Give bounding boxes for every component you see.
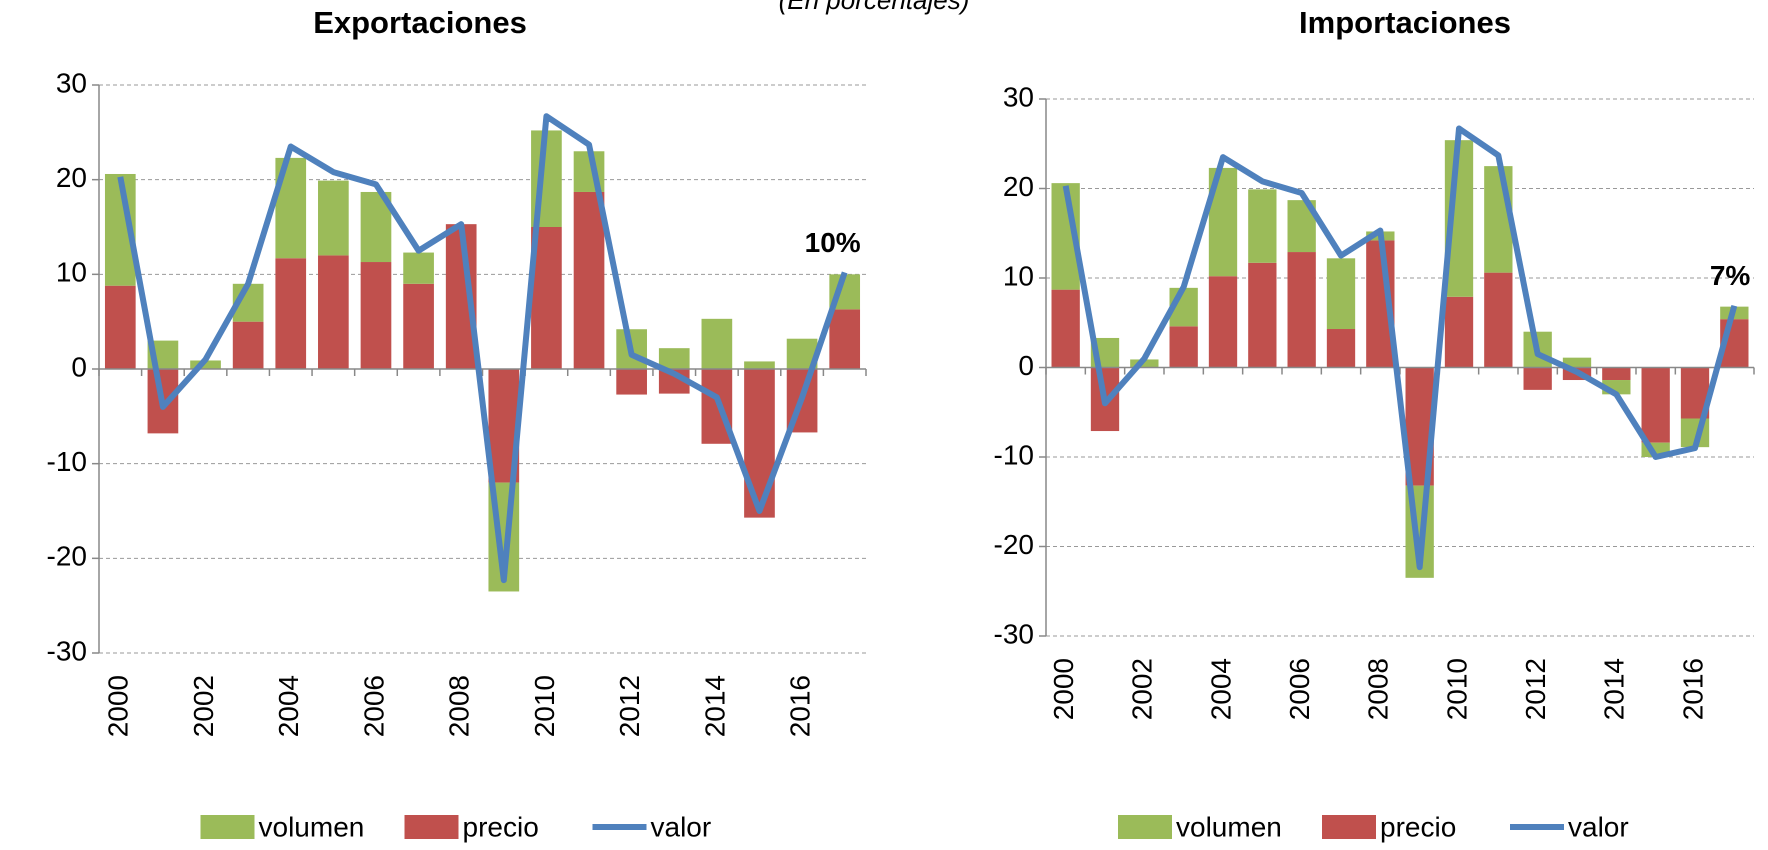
y-tick-label: 30: [56, 67, 87, 98]
bar: [1130, 359, 1159, 368]
legend-label: volumen: [1176, 811, 1282, 842]
x-tick-label: 2010: [1441, 658, 1472, 720]
x-tick-label: 2014: [699, 675, 730, 737]
bar: [403, 283, 434, 369]
legend-swatch: [200, 815, 255, 839]
y-tick-label: 20: [1003, 171, 1034, 202]
bar: [1208, 276, 1238, 368]
legend-label: volumen: [259, 811, 365, 842]
bar: [701, 318, 733, 369]
bar: [1484, 166, 1513, 273]
bar: [1169, 326, 1198, 368]
bar: [1602, 367, 1631, 381]
y-tick-label: -30: [47, 635, 87, 666]
annotation: 7%: [1710, 260, 1751, 291]
bar: [1051, 289, 1080, 368]
bar: [744, 369, 775, 518]
x-tick-label: 2012: [1520, 658, 1551, 720]
x-tick-label: 2002: [188, 675, 219, 737]
bar: [1484, 272, 1513, 368]
y-tick-label: -10: [47, 446, 87, 477]
legend-swatch: [1322, 815, 1376, 839]
x-tick-label: 2012: [614, 675, 645, 737]
y-tick-label: -10: [994, 439, 1034, 470]
bar: [616, 369, 647, 395]
y-tick-label: -20: [994, 529, 1034, 560]
y-tick-label: -30: [994, 618, 1034, 649]
x-tick-label: 2010: [529, 675, 560, 737]
bar: [318, 180, 349, 256]
bar: [658, 348, 690, 369]
bar: [1562, 357, 1592, 368]
y-tick-label: 10: [56, 257, 87, 288]
legend-label: valor: [1568, 811, 1629, 842]
line: [1062, 125, 1738, 571]
y-tick-label: -20: [47, 541, 87, 572]
y-tick-label: 30: [1003, 81, 1034, 112]
bar: [104, 285, 136, 369]
legend-label: precio: [463, 811, 539, 842]
bar: [829, 309, 861, 369]
x-tick-label: 2008: [444, 675, 475, 737]
x-tick-label: 2008: [1363, 658, 1394, 720]
bar: [1287, 252, 1316, 368]
bar: [1326, 258, 1356, 330]
x-tick-label: 2016: [784, 675, 815, 737]
x-tick-label: 2006: [358, 675, 389, 737]
bar: [1641, 367, 1670, 443]
bar: [318, 255, 349, 369]
bar: [1326, 329, 1356, 368]
bar: [573, 191, 605, 369]
bar: [744, 361, 775, 369]
bar: [360, 262, 392, 369]
legend-swatch: [404, 815, 459, 839]
x-tick-label: 2014: [1599, 658, 1630, 720]
x-tick-label: 2006: [1284, 658, 1315, 720]
annotation: 10%: [805, 227, 861, 258]
y-tick-label: 10: [1003, 260, 1034, 291]
x-tick-label: 2000: [103, 675, 134, 737]
x-tick-label: 2004: [1205, 658, 1236, 720]
bar: [190, 360, 221, 369]
x-tick-label: 2004: [273, 675, 304, 737]
line: [117, 113, 848, 584]
subtitle: (En porcentajes): [779, 0, 970, 15]
legend-label: precio: [1380, 811, 1456, 842]
y-tick-label: 0: [71, 351, 87, 382]
chart-title: Importaciones: [1299, 5, 1511, 40]
bar: [1444, 296, 1474, 368]
x-tick-label: 2002: [1127, 658, 1158, 720]
x-tick-label: 2016: [1677, 658, 1708, 720]
bar: [275, 258, 307, 369]
bar: [1248, 262, 1277, 368]
x-tick-label: 2000: [1048, 658, 1079, 720]
bar: [1248, 189, 1277, 263]
bar: [403, 252, 434, 284]
y-tick-label: 0: [1018, 350, 1034, 381]
y-tick-label: 20: [56, 162, 87, 193]
bar: [1523, 367, 1552, 390]
legend-label: valor: [651, 811, 712, 842]
bar: [232, 321, 264, 369]
chart-title: Exportaciones: [313, 5, 527, 40]
legend-swatch: [1118, 815, 1172, 839]
